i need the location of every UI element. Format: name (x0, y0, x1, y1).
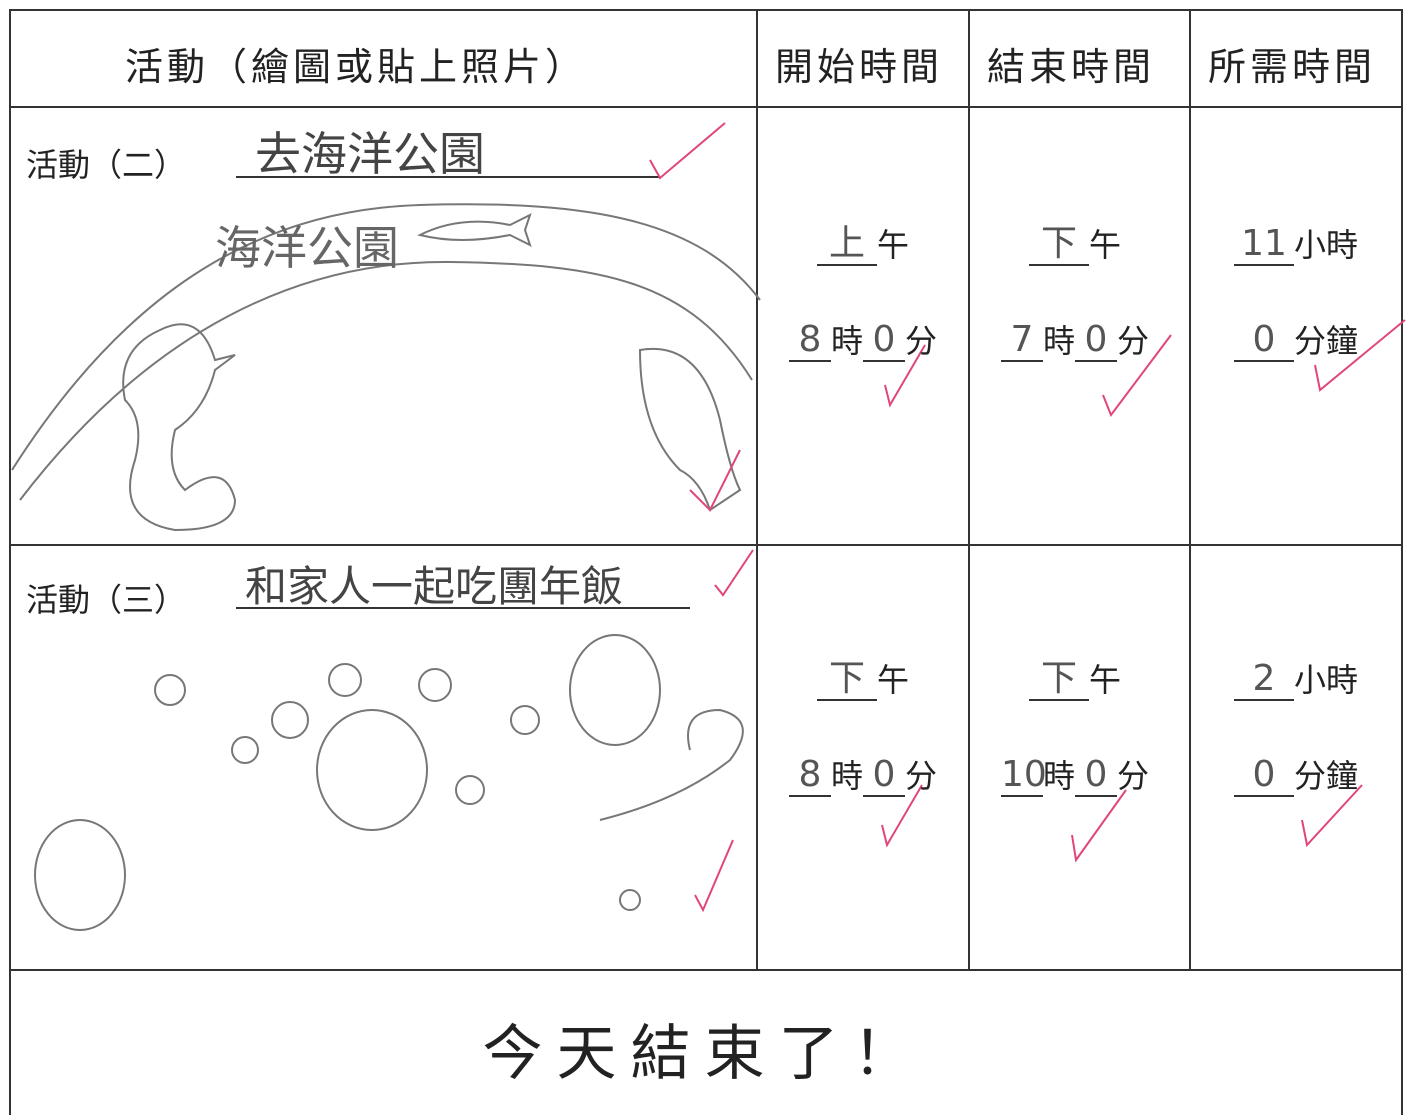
period: 上 (816, 224, 877, 266)
header-start: 開始時間 (775, 45, 944, 89)
header-duration: 所需時間 (1208, 45, 1377, 89)
activity-label: 活動（三） (26, 581, 187, 619)
activity-name: 和家人一起吃團年飯 (245, 562, 624, 611)
hour: 8 (788, 320, 831, 362)
hour: 8 (788, 755, 831, 797)
minute-unit: 分 (1117, 322, 1150, 360)
header-end: 結束時間 (987, 45, 1156, 89)
footer-text: 今天結束了！ (482, 1019, 927, 1089)
drawing-caption: 海洋公園 (215, 221, 399, 275)
minutes-unit: 分鐘 (1293, 757, 1358, 795)
hours-line: 2 小時 (1233, 655, 1358, 701)
period-unit: 午 (1088, 226, 1121, 264)
minutes: 0 (1233, 320, 1294, 362)
minute: 0 (863, 320, 905, 362)
period-unit: 午 (1088, 661, 1121, 699)
minute: 0 (1075, 320, 1117, 362)
clock-line: 10 時 0 分 (1000, 751, 1150, 797)
duration: 2 小時 0 分鐘 (1190, 655, 1402, 797)
period-line: 下午 (816, 655, 909, 701)
minute: 0 (863, 755, 905, 797)
header-activity: 活動（繪圖或貼上照片） (125, 45, 588, 89)
drawing (11, 203, 761, 931)
period-line: 下午 (1028, 655, 1121, 701)
hours-line: 11 小時 (1233, 220, 1358, 266)
period-unit: 午 (876, 226, 909, 264)
check-marks (649, 122, 1406, 913)
minute-unit: 分 (1117, 757, 1150, 795)
hour: 7 (1000, 320, 1043, 362)
hours: 11 (1233, 224, 1294, 266)
hour-unit: 時 (830, 322, 863, 360)
hours: 2 (1233, 659, 1294, 701)
hour: 10 (1000, 754, 1047, 797)
minutes: 0 (1233, 755, 1294, 797)
hours-unit: 小時 (1293, 661, 1358, 699)
minute-unit: 分 (905, 322, 938, 360)
period: 下 (1028, 224, 1089, 266)
minutes-unit: 分鐘 (1293, 322, 1358, 360)
hour-unit: 時 (1042, 757, 1075, 795)
period-unit: 午 (876, 661, 909, 699)
hour-unit: 時 (1042, 322, 1075, 360)
hour-unit: 時 (830, 757, 863, 795)
minutes-line: 0 分鐘 (1233, 751, 1358, 797)
activity-name: 去海洋公園 (255, 127, 485, 181)
activity-label: 活動（二） (26, 146, 187, 184)
hours-unit: 小時 (1293, 226, 1358, 264)
period: 下 (1028, 659, 1089, 701)
minutes-line: 0 分鐘 (1233, 316, 1358, 362)
duration: 11 小時 0 分鐘 (1190, 220, 1402, 362)
minute: 0 (1075, 755, 1117, 797)
period: 下 (816, 659, 877, 701)
minute-unit: 分 (905, 757, 938, 795)
period-line: 上午 (816, 220, 909, 266)
end-time: 下午 10 時 0 分 (969, 655, 1181, 797)
period-line: 下午 (1028, 220, 1121, 266)
